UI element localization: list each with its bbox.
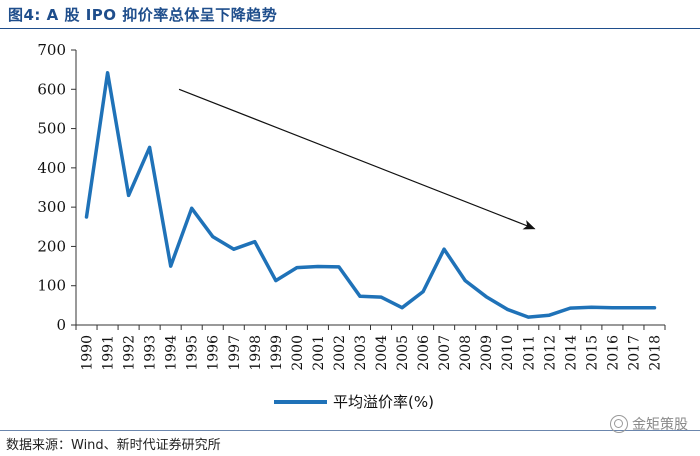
footer-divider <box>0 430 700 431</box>
title-divider <box>0 28 700 29</box>
y-tick-label: 300 <box>37 198 66 216</box>
data-point <box>358 294 362 298</box>
data-point <box>505 307 509 311</box>
data-point <box>589 305 593 309</box>
y-tick-label: 500 <box>37 120 66 138</box>
x-tick-label: 1991 <box>101 335 117 371</box>
source-note: 数据来源：Wind、新时代证券研究所 <box>6 438 221 453</box>
data-point <box>253 240 257 244</box>
x-tick-label: 2016 <box>605 335 621 371</box>
data-point <box>274 279 278 283</box>
x-tick-label: 2007 <box>437 335 453 371</box>
x-tick-label: 2008 <box>458 335 474 371</box>
x-tick-label: 1996 <box>206 335 222 371</box>
y-tick-label: 100 <box>37 277 66 295</box>
data-point <box>652 306 656 310</box>
wechat-logo-icon <box>610 415 628 433</box>
x-tick-label: 2006 <box>416 335 432 371</box>
x-tick-label: 2002 <box>332 335 348 371</box>
x-tick-label: 1994 <box>164 335 180 371</box>
data-point <box>106 71 110 75</box>
x-tick-label: 1993 <box>143 335 159 371</box>
x-tick-label: 2017 <box>626 335 642 371</box>
data-point <box>127 193 131 197</box>
data-point <box>379 295 383 299</box>
watermark-text: 金矩策股 <box>632 417 688 433</box>
data-point <box>295 266 299 270</box>
data-point <box>463 279 467 283</box>
x-tick-label: 2010 <box>500 335 516 371</box>
data-point <box>337 265 341 269</box>
data-point <box>316 264 320 268</box>
x-tick-label: 2015 <box>584 335 600 371</box>
data-point <box>400 306 404 310</box>
x-tick-label: 2009 <box>479 335 495 371</box>
x-tick-label: 2004 <box>374 335 390 371</box>
data-point <box>547 313 551 317</box>
x-tick-label: 1999 <box>269 335 285 371</box>
trend-arrow <box>178 88 536 230</box>
data-point <box>169 264 173 268</box>
y-tick-label: 0 <box>56 316 66 334</box>
x-tick-label: 2003 <box>353 335 369 371</box>
legend-label: 平均溢价率(%) <box>333 393 434 411</box>
x-tick-label: 1995 <box>185 335 201 371</box>
data-point <box>484 295 488 299</box>
y-tick-label: 700 <box>37 41 66 59</box>
x-tick-label: 1997 <box>227 335 243 371</box>
watermark: 金矩策股 <box>610 414 688 434</box>
data-point <box>148 145 152 149</box>
x-tick-label: 2005 <box>395 335 411 371</box>
data-point <box>526 315 530 319</box>
data-point <box>211 235 215 239</box>
series-line <box>84 71 657 319</box>
data-point <box>232 247 236 251</box>
data-point <box>190 206 194 210</box>
page-title: 图4: A 股 IPO 抑价率总体呈下降趋势 <box>8 6 278 24</box>
x-tick-label: 1990 <box>80 335 96 371</box>
x-tick-label: 2000 <box>290 335 306 371</box>
y-tick-label: 200 <box>37 237 66 255</box>
x-tick-label: 2014 <box>563 335 579 371</box>
x-tick-label: 2001 <box>311 335 327 371</box>
x-tick-label: 2018 <box>647 335 663 371</box>
data-point <box>421 290 425 294</box>
x-tick-label: 1998 <box>248 335 264 371</box>
x-tick-label: 2012 <box>542 335 558 371</box>
legend: 平均溢价率(%) <box>274 393 434 411</box>
data-point <box>85 215 89 219</box>
data-point <box>610 306 614 310</box>
y-tick-label: 600 <box>37 80 66 98</box>
data-point <box>631 306 635 310</box>
data-point <box>442 247 446 251</box>
data-point <box>568 306 572 310</box>
y-tick-label: 400 <box>37 159 66 177</box>
x-tick-label: 1992 <box>122 335 138 371</box>
x-tick-label: 2011 <box>521 335 537 371</box>
